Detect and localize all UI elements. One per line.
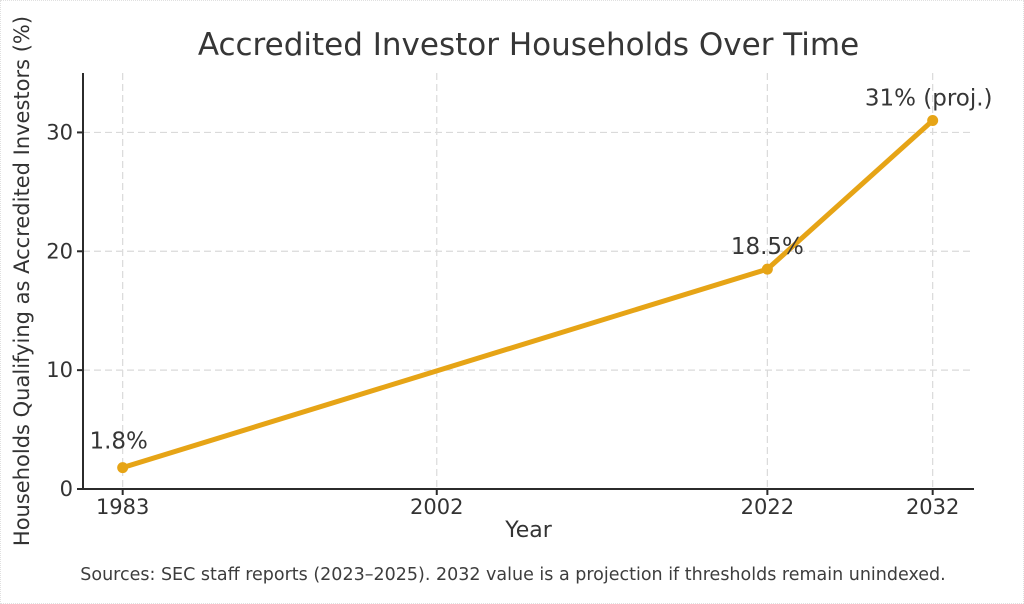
- data-point: [761, 263, 773, 275]
- x-tick-label: 2032: [906, 495, 959, 519]
- data-label: 31% (proj.): [865, 86, 993, 112]
- x-axis-label: Year: [505, 518, 552, 543]
- data-point: [927, 115, 939, 127]
- y-tick-label: 0: [60, 477, 73, 501]
- source-note: Sources: SEC staff reports (2023–2025). …: [80, 565, 946, 585]
- x-tick-label: 2022: [741, 495, 794, 519]
- chart-title: Accredited Investor Households Over Time: [197, 27, 860, 63]
- y-tick-label: 30: [46, 120, 73, 144]
- data-line: [120, 118, 936, 471]
- data-point: [117, 462, 129, 474]
- x-tick-label: 2002: [410, 495, 463, 519]
- x-tick-label: 1983: [96, 495, 149, 519]
- data-label: 18.5%: [731, 234, 804, 260]
- data-label: 1.8%: [89, 429, 147, 455]
- y-tick-label: 20: [46, 239, 73, 263]
- y-tick-label: 10: [46, 358, 73, 382]
